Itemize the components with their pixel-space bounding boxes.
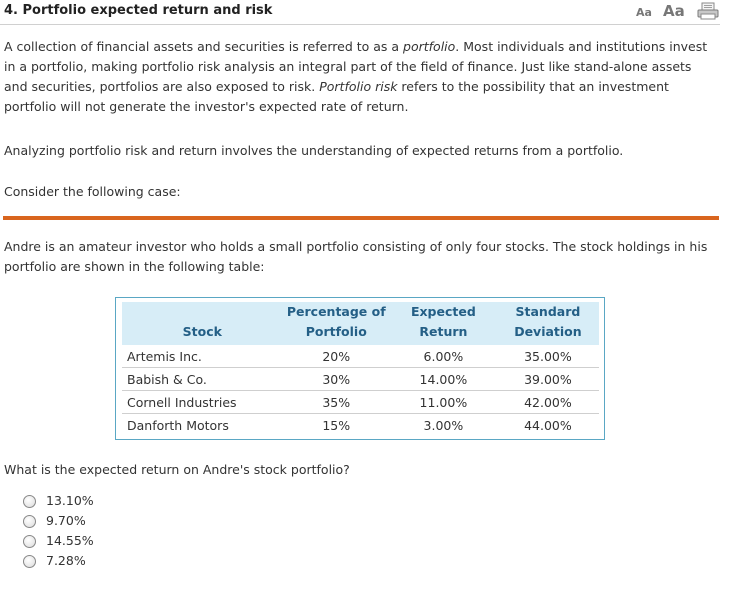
cell-stock: Danforth Motors [127,417,229,433]
cell-stock: Babish & Co. [122,367,283,391]
answer-option[interactable]: 9.70% [23,512,143,530]
question-text: What is the expected return on Andre's s… [4,462,350,477]
cell-expected-return: 14.00% [389,367,497,391]
table-row: Cornell Industries 35% 11.00% 42.00% [122,390,599,414]
table-row: Danforth Motors 15% 3.00% 44.00% [122,414,599,437]
table-header-row: Stock Percentage of Portfolio Expected Ret… [122,302,599,345]
table-row: Artemis Inc. 20% 6.00% 35.00% [122,345,599,368]
term-portfolio-risk: Portfolio risk [319,79,398,94]
cell-percentage: 30% [282,367,390,391]
cell-percentage: 15% [322,417,351,433]
header-percentage: Percentage of Portfolio [282,302,390,345]
cell-standard-deviation: 39.00% [496,367,599,391]
cell-standard-deviation: 44.00% [524,417,572,433]
radio-button[interactable] [23,555,36,568]
font-size-small-button[interactable]: Aa [636,6,652,19]
answer-option-label[interactable]: 7.28% [46,553,86,568]
answer-option[interactable]: 7.28% [23,552,143,570]
term-portfolio: portfolio [403,39,456,54]
cell-stock: Cornell Industries [122,390,283,414]
table-row: Babish & Co. 30% 14.00% 39.00% [122,367,599,391]
cell-expected-return: 6.00% [389,345,497,368]
cell-standard-deviation: 42.00% [496,390,599,414]
answer-option-label[interactable]: 9.70% [46,513,86,528]
cell-expected-return: 3.00% [423,417,464,433]
font-size-large-button[interactable]: Aa [663,2,685,20]
answer-option[interactable]: 13.10% [23,492,143,510]
printer-icon[interactable] [697,2,719,20]
question-title: 4. Portfolio expected return and risk [4,3,273,18]
consider-paragraph: Consider the following case: [4,184,181,199]
cell-percentage: 20% [282,345,390,368]
header-expected-return: Expected Return [389,302,497,345]
header-stock: Stock [122,302,283,345]
cell-standard-deviation: 35.00% [496,345,599,368]
radio-button[interactable] [23,515,36,528]
radio-button[interactable] [23,495,36,508]
intro-paragraph: A collection of financial assets and sec… [4,39,708,114]
section-divider [3,216,719,220]
answer-option[interactable]: 14.55% [23,532,143,550]
answer-option-label[interactable]: 13.10% [46,493,94,508]
cell-stock: Artemis Inc. [122,345,283,368]
header-standard-deviation: Standard Deviation [496,302,599,345]
holdings-table: Stock Percentage of Portfolio Expected Ret… [115,297,605,440]
radio-button[interactable] [23,535,36,548]
case-paragraph: Andre is an amateur investor who holds a… [4,239,708,274]
analysis-paragraph: Analyzing portfolio risk and return invo… [4,143,624,158]
answer-option-label[interactable]: 14.55% [46,533,94,548]
question-header: 4. Portfolio expected return and risk Aa… [0,0,743,24]
header-divider [0,24,720,25]
cell-percentage: 35% [282,390,390,414]
cell-expected-return: 11.00% [389,390,497,414]
